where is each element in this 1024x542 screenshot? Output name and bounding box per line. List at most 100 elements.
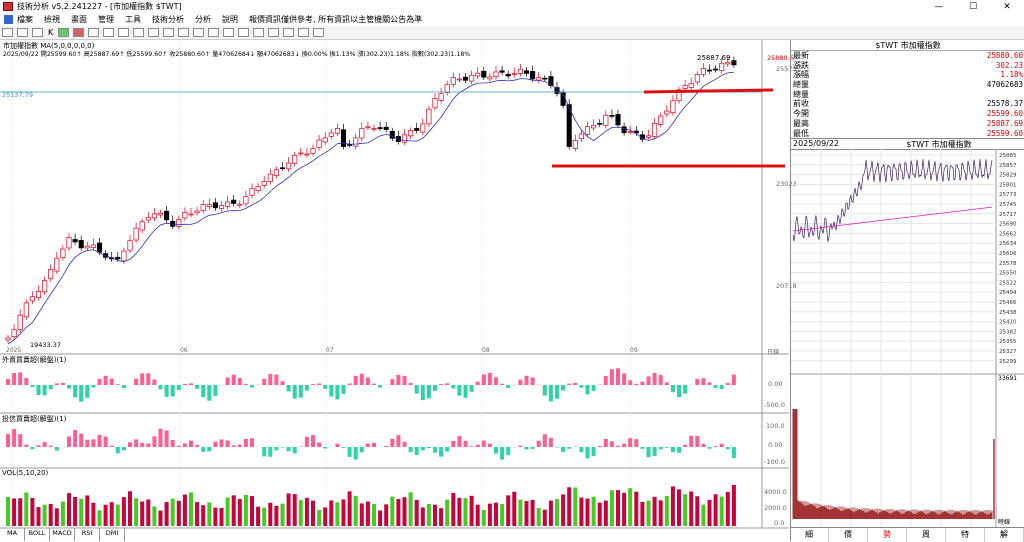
candle-body [726, 63, 730, 64]
volume-bar [714, 494, 718, 526]
volume-bar [445, 500, 449, 526]
trust-tick-0: 100.0 [766, 422, 785, 430]
foreign-bar [226, 377, 230, 385]
trust-bar [79, 434, 83, 447]
volume-bar [244, 495, 248, 526]
settings-icon[interactable] [283, 28, 294, 37]
quote-icon[interactable] [58, 28, 69, 37]
menu-help[interactable]: 說明 [222, 14, 238, 25]
foreign-bar [518, 380, 522, 385]
trust-bar [439, 447, 443, 457]
foreign-bar [494, 377, 498, 385]
volume-bar [470, 496, 474, 526]
intraday-y-tick: 25717 [999, 212, 1017, 218]
menu-file[interactable]: 檔案 [17, 14, 33, 25]
quote-header: $TWT 市加權指數 [791, 40, 1024, 51]
tab-detail[interactable]: 細 [790, 528, 829, 542]
trust-bar [689, 436, 693, 447]
volume-bar [708, 500, 712, 526]
tab-boll[interactable]: BOLL [25, 528, 50, 541]
menu-manage[interactable]: 管理 [98, 14, 114, 25]
print-icon[interactable] [298, 28, 309, 37]
tab-special[interactable]: 特 [946, 528, 985, 542]
tab-trend[interactable]: 勢 [868, 528, 907, 542]
trust-bar [244, 439, 248, 447]
trust-bar [12, 429, 16, 447]
main-chart-svg[interactable] [0, 40, 789, 541]
maximize-button[interactable]: ☐ [956, 0, 990, 13]
trust-bar [104, 436, 108, 447]
bars-icon[interactable] [163, 28, 174, 37]
candle-body [500, 71, 504, 72]
trust-bar [598, 446, 602, 447]
foreign-bar [567, 384, 571, 385]
volume-bar [549, 501, 553, 526]
tab-ma[interactable]: MA [0, 528, 25, 541]
foreign-bar [500, 384, 504, 385]
system-menu-icon[interactable] [4, 15, 13, 24]
foreign-bar [549, 385, 553, 401]
text-icon[interactable] [268, 28, 279, 37]
candle-body [512, 74, 516, 75]
tab-rsi[interactable]: RSI [75, 528, 100, 541]
volume-bar [518, 500, 522, 526]
fib-icon[interactable] [193, 28, 204, 37]
chart-icon[interactable] [73, 28, 84, 37]
foreign-bar [287, 385, 291, 391]
foreign-bar [281, 381, 285, 385]
volume-bar [726, 492, 730, 526]
volume-bar [695, 496, 699, 526]
candle-body [244, 197, 248, 204]
foreign-bar [396, 375, 400, 385]
close-button[interactable]: ✕ [990, 0, 1024, 13]
cursor-icon[interactable] [148, 28, 159, 37]
line-tool-icon[interactable] [178, 28, 189, 37]
volume-bar [49, 504, 53, 526]
table-icon[interactable] [88, 28, 99, 37]
volume-bar [293, 494, 297, 526]
tab-price[interactable]: 價 [829, 528, 868, 542]
tab-dmi[interactable]: DMI [100, 528, 125, 541]
intraday-y-tick: 25857 [999, 163, 1017, 169]
calc-icon[interactable] [133, 28, 144, 37]
foreign-bar [305, 385, 309, 391]
trust-bar [647, 447, 651, 457]
list-icon[interactable] [118, 28, 129, 37]
volume-bar [616, 490, 620, 526]
volume-bar [98, 510, 102, 526]
tab-week[interactable]: 周 [907, 528, 946, 542]
tab-explain[interactable]: 解 [985, 528, 1024, 542]
grid-icon[interactable] [103, 28, 114, 37]
circle-icon[interactable] [253, 28, 264, 37]
volume-bar [640, 502, 644, 526]
candle-body [305, 154, 309, 155]
channel-icon[interactable] [208, 28, 219, 37]
k-label[interactable]: K [48, 28, 53, 37]
foreign-bar [262, 379, 266, 385]
window-icon[interactable] [17, 28, 28, 37]
menu-screen[interactable]: 畫面 [71, 14, 87, 25]
minimize-button[interactable]: — [922, 0, 956, 13]
menu-technical[interactable]: 技術分析 [152, 14, 184, 25]
intraday-date: 2025/09/22 [791, 139, 853, 149]
menu-tools[interactable]: 工具 [125, 14, 141, 25]
candle-body [524, 71, 528, 74]
candle-body [402, 135, 406, 142]
chart-area[interactable]: 市加權指數 MA(5,0,0,0,0,0) 2025/09/22 開25599.… [0, 40, 789, 541]
tab-macd[interactable]: MACD [50, 528, 75, 541]
arrow-icon[interactable] [223, 28, 234, 37]
rect-icon[interactable] [238, 28, 249, 37]
new-icon[interactable] [2, 28, 13, 37]
menu-analysis[interactable]: 分析 [195, 14, 211, 25]
candle-body [457, 79, 461, 80]
trust-bar [561, 447, 565, 452]
save-icon[interactable] [313, 28, 324, 37]
menu-view[interactable]: 檢視 [44, 14, 60, 25]
trust-bar [592, 447, 596, 456]
candle-body [219, 206, 223, 209]
layout-icon[interactable] [32, 28, 43, 37]
trust-bar [653, 447, 657, 456]
intraday-chart-svg[interactable]: 2588525857258292580125773257452571725690… [791, 149, 1024, 527]
main-chart-info: 2025/09/22 開25599.60↑ 高25887.69↑ 低25599.… [3, 49, 470, 58]
